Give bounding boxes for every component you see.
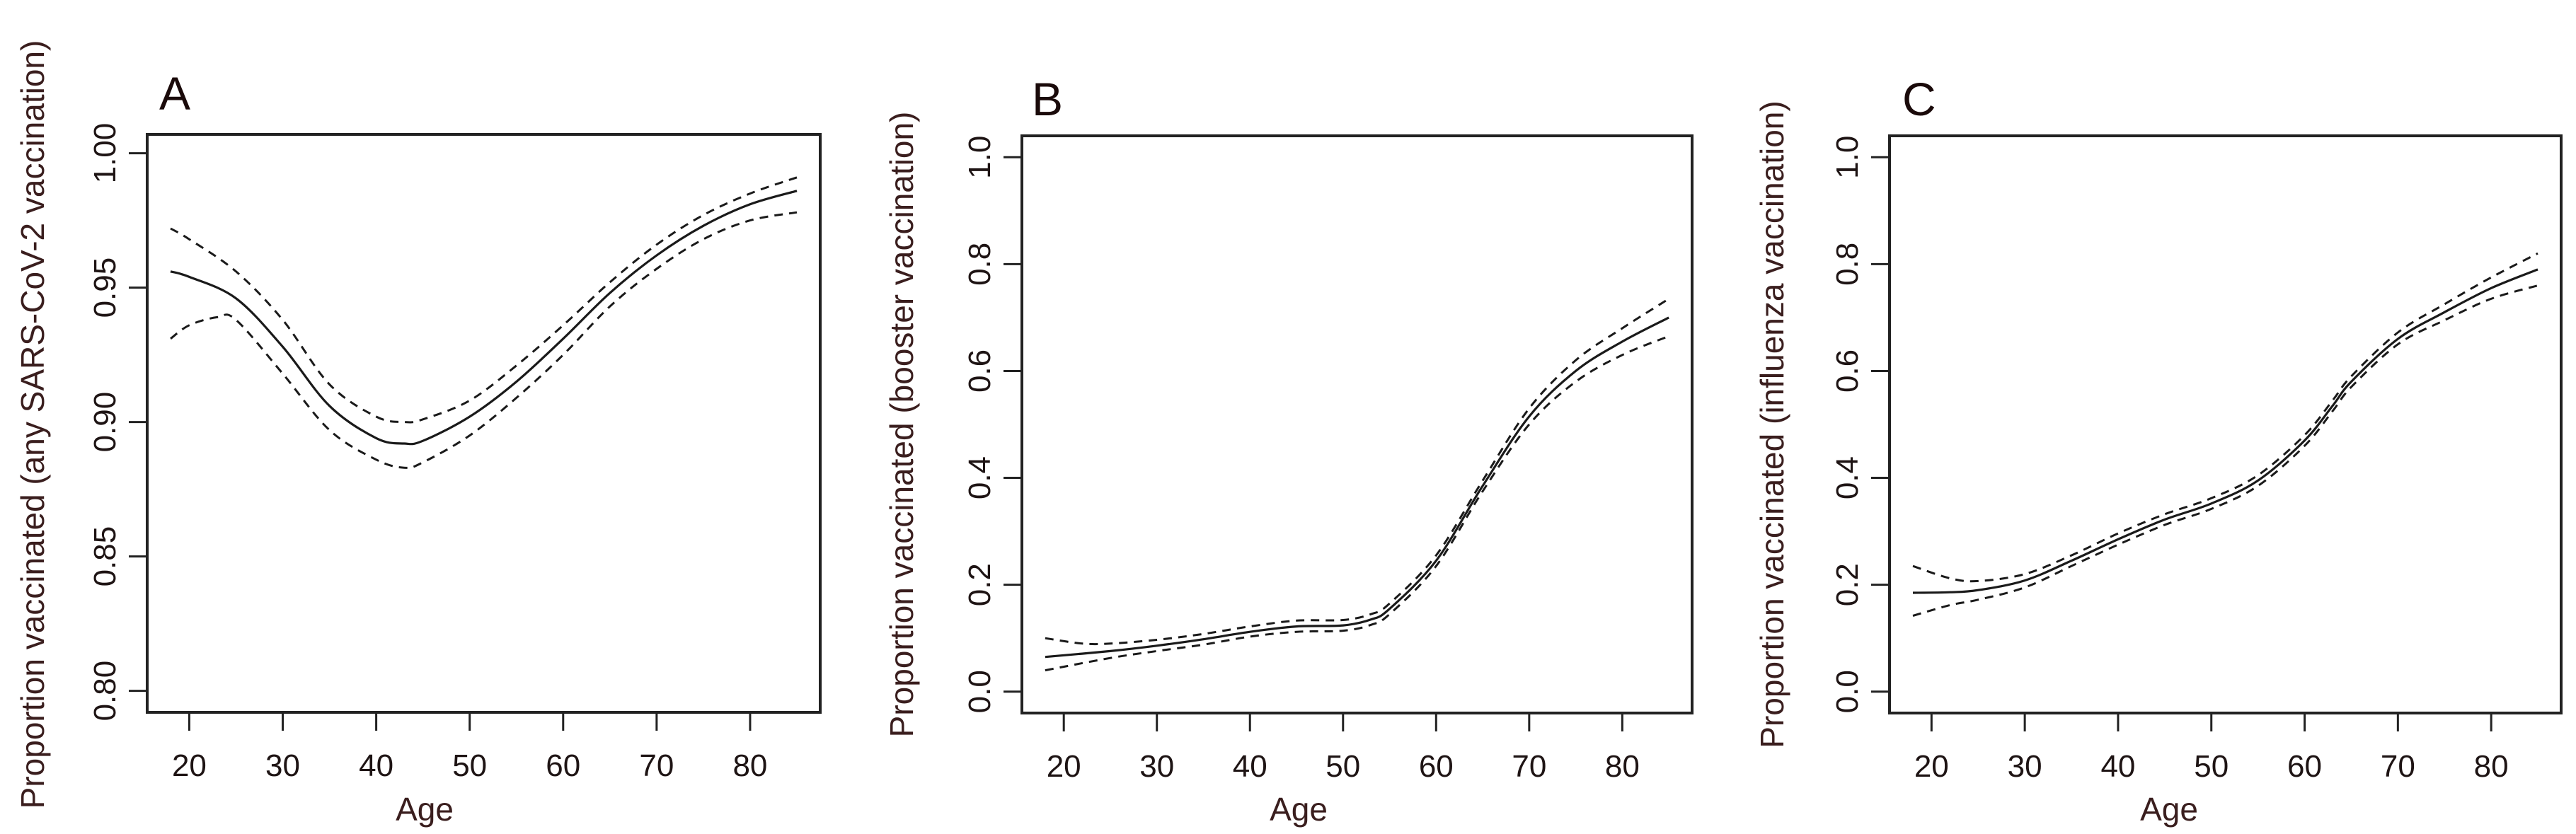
y-tick-label: 0.6 bbox=[962, 349, 997, 393]
plot-frame bbox=[1888, 134, 2563, 714]
confidence-band-line bbox=[1045, 298, 1669, 646]
x-tick-label: 60 bbox=[1419, 749, 1454, 784]
x-tick-label: 40 bbox=[1233, 749, 1267, 784]
x-axis-title: Age bbox=[1270, 791, 1328, 828]
panel-letter: C bbox=[1902, 73, 1936, 125]
x-tick-label: 60 bbox=[546, 748, 580, 783]
y-tick-label: 0.85 bbox=[88, 526, 122, 587]
estimate-line bbox=[1045, 316, 1669, 659]
x-tick-label: 80 bbox=[2474, 749, 2509, 784]
y-tick-label: 0.6 bbox=[1830, 349, 1865, 393]
x-tick-label: 60 bbox=[2287, 749, 2322, 784]
y-tick-label: 1.0 bbox=[1830, 136, 1865, 179]
y-tick-label: 0.4 bbox=[1830, 456, 1865, 499]
y-tick-label: 1.0 bbox=[962, 136, 997, 179]
panel-c-chart: C Age Proportion vaccinated (influenza v… bbox=[1754, 73, 2563, 828]
x-tick-label: 70 bbox=[1512, 749, 1546, 784]
estimate-line bbox=[170, 190, 798, 446]
plot-frame bbox=[146, 133, 822, 714]
x-tick-label: 40 bbox=[359, 748, 393, 783]
confidence-band-line bbox=[1045, 335, 1669, 672]
x-tick-label: 50 bbox=[2194, 749, 2229, 784]
y-axis-title: Proportion vaccinated (booster vaccinati… bbox=[883, 112, 920, 738]
y-axis-title: Proportion vaccinated (any SARS-CoV-2 va… bbox=[14, 40, 51, 809]
y-tick-label: 0.0 bbox=[1830, 670, 1865, 713]
y-tick-label: 0.80 bbox=[88, 661, 122, 722]
x-tick-label: 20 bbox=[1914, 749, 1949, 784]
y-tick-label: 0.8 bbox=[962, 243, 997, 286]
panel-b-chart: B Age Proportion vaccinated (booster vac… bbox=[883, 73, 1694, 828]
panel-letter: A bbox=[159, 67, 190, 120]
x-tick-label: 30 bbox=[2008, 749, 2042, 784]
x-tick-label: 40 bbox=[2100, 749, 2135, 784]
x-tick-label: 70 bbox=[2381, 749, 2415, 784]
y-tick-label: 0.90 bbox=[88, 392, 122, 453]
panel-letter: B bbox=[1032, 73, 1063, 125]
x-tick-label: 80 bbox=[1605, 749, 1640, 784]
x-tick-label: 20 bbox=[1047, 749, 1081, 784]
y-tick-label: 0.8 bbox=[1830, 243, 1865, 286]
x-tick-label: 50 bbox=[1326, 749, 1360, 784]
y-tick-label: 1.00 bbox=[88, 123, 122, 184]
confidence-band-line bbox=[1912, 284, 2538, 617]
y-tick-label: 0.4 bbox=[962, 456, 997, 499]
confidence-band-line bbox=[1912, 252, 2538, 583]
confidence-band-line bbox=[170, 176, 798, 424]
y-axis-title: Proportion vaccinated (influenza vaccina… bbox=[1754, 100, 1790, 748]
y-tick-label: 0.2 bbox=[1830, 563, 1865, 606]
x-axis-title: Age bbox=[2140, 791, 2198, 828]
panel-a-chart: A Age Proportion vaccinated (any SARS-Co… bbox=[14, 40, 822, 828]
x-tick-label: 80 bbox=[732, 748, 767, 783]
y-tick-label: 0.2 bbox=[962, 563, 997, 606]
plot-frame bbox=[1020, 134, 1694, 714]
x-tick-label: 20 bbox=[172, 748, 207, 783]
y-tick-label: 0.0 bbox=[962, 670, 997, 713]
x-tick-label: 70 bbox=[639, 748, 674, 783]
x-tick-label: 30 bbox=[1139, 749, 1174, 784]
y-tick-label: 0.95 bbox=[88, 257, 122, 318]
confidence-band-line bbox=[170, 211, 798, 469]
x-tick-label: 30 bbox=[265, 748, 300, 783]
x-tick-label: 50 bbox=[452, 748, 487, 783]
x-axis-title: Age bbox=[396, 791, 454, 828]
estimate-line bbox=[1912, 268, 2538, 594]
